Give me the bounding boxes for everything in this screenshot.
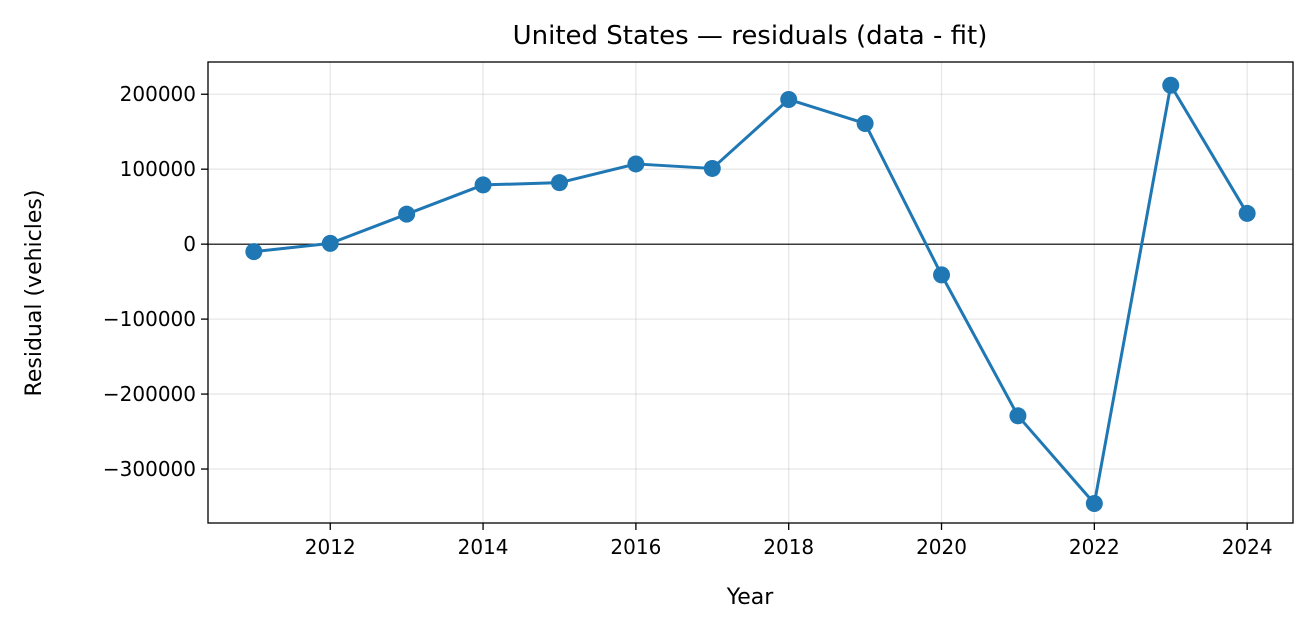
- x-axis-label: Year: [726, 585, 775, 610]
- y-axis-label: Residual (vehicles): [22, 190, 47, 397]
- y-tick-label: 100000: [120, 157, 196, 181]
- x-tick-label: 2012: [305, 535, 356, 559]
- x-axis-ticks: 2012 2014 2016 2018 2020 2022 2024: [305, 523, 1273, 559]
- y-tick-label: −300000: [103, 457, 196, 481]
- data-point: [933, 266, 951, 284]
- grid: [208, 62, 1293, 523]
- data-point: [550, 174, 568, 192]
- x-tick-label: 2020: [916, 535, 967, 559]
- series-line: [253, 83, 1249, 506]
- y-tick-label: 0: [183, 232, 196, 256]
- data-point: [321, 234, 339, 252]
- x-tick-label: 2024: [1222, 535, 1273, 559]
- plot-frame: [207, 61, 1294, 524]
- data-point: [398, 205, 416, 223]
- data-point: [1238, 204, 1256, 222]
- series-layer: [245, 76, 1256, 513]
- y-axis-ticks: −300000 −200000 −100000 0 100000 200000: [103, 82, 208, 481]
- x-tick-label: 2016: [610, 535, 661, 559]
- data-point: [1009, 407, 1027, 425]
- y-tick-label: −200000: [103, 382, 196, 406]
- chart-title: United States — residuals (data - fit): [513, 21, 988, 51]
- data-point: [856, 114, 874, 132]
- x-tick-label: 2022: [1069, 535, 1120, 559]
- data-point: [703, 159, 721, 177]
- data-point: [245, 243, 263, 261]
- x-tick-label: 2018: [763, 535, 814, 559]
- x-tick-label: 2014: [458, 535, 509, 559]
- data-point: [780, 90, 798, 108]
- y-tick-label: 200000: [120, 82, 196, 106]
- data-point: [1162, 76, 1180, 94]
- data-point: [474, 176, 492, 194]
- data-point: [1085, 495, 1103, 513]
- y-tick-label: −100000: [103, 307, 196, 331]
- data-point: [627, 155, 645, 173]
